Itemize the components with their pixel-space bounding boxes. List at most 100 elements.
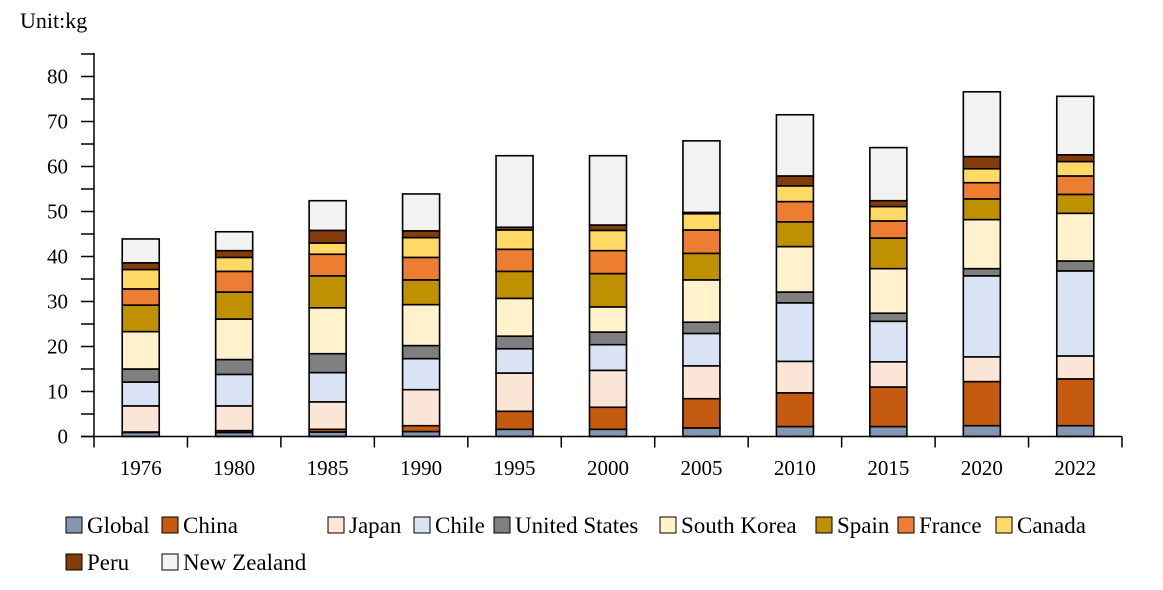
bar-segment-japan [308, 401, 347, 431]
bar-segment-chile [495, 347, 534, 374]
legend-item-japan: Japan [327, 513, 402, 538]
bar-stack-1976 [121, 238, 161, 438]
bar-segment-peru [962, 155, 1002, 170]
x-tick-label: 2010 [774, 456, 816, 480]
bar-segment-japan [1055, 355, 1095, 380]
bar-segment-chile [869, 320, 908, 363]
bar-segment-chile [401, 357, 441, 391]
bar-segment-new-zealand [495, 154, 534, 229]
legend-swatch [897, 516, 915, 534]
bar-segment-china [682, 397, 721, 429]
bar-segment-spain [121, 304, 161, 333]
bar-segment-france [962, 181, 1002, 200]
bar-segment-south-korea [962, 218, 1002, 270]
legend-swatch [65, 516, 83, 534]
bar-segment-global [962, 424, 1002, 438]
legend-item-global: Global [65, 513, 150, 538]
bar-stack-2000 [588, 154, 628, 438]
y-tick-label: 0 [58, 425, 69, 449]
legend-label: Spain [837, 513, 890, 538]
legend-swatch [659, 516, 677, 534]
bar-segment-south-korea [1055, 212, 1095, 262]
bar-segment-new-zealand [401, 193, 441, 232]
y-tick-label: 40 [47, 245, 68, 269]
legend-label: Canada [1017, 513, 1086, 538]
legend-label: United States [515, 513, 638, 538]
bar-segment-global [869, 425, 908, 438]
bar-segment-new-zealand [214, 230, 254, 252]
x-tick-label: 2020 [961, 456, 1003, 480]
bar-segment-spain [401, 279, 441, 306]
bar-segment-peru [401, 230, 441, 239]
x-tick-label: 2022 [1054, 456, 1096, 480]
y-tick-label: 80 [47, 65, 68, 89]
bar-segment-global [495, 428, 534, 438]
legend-item-china: China [161, 513, 238, 538]
bar-segment-peru [308, 229, 347, 244]
legend-label: Peru [87, 550, 130, 575]
bar-segment-spain [214, 291, 254, 320]
bar-stack-1980 [214, 230, 254, 438]
legend-label: Global [87, 513, 150, 538]
x-tick-label: 1990 [400, 456, 442, 480]
bar-segment-canada [308, 242, 347, 256]
bar-segment-japan [495, 372, 534, 413]
bar-segment-south-korea [401, 303, 441, 347]
y-tick-label: 60 [47, 155, 68, 179]
bar-segment-canada [121, 268, 161, 290]
bar-stack-1990 [401, 193, 441, 438]
legend-item-new-zealand: New Zealand [161, 550, 307, 575]
bar-segment-canada [214, 256, 254, 273]
legend-swatch [815, 516, 833, 534]
bar-segment-france [869, 220, 908, 239]
bar-segment-china [962, 380, 1002, 427]
bar-segment-south-korea [588, 306, 628, 333]
bar-segment-japan [962, 356, 1002, 383]
bar-segment-south-korea [495, 297, 534, 337]
legend-item-france: France [897, 513, 982, 538]
unit-label: Unit:kg [20, 8, 87, 33]
bar-segment-south-korea [308, 306, 347, 355]
x-tick-label: 1980 [213, 456, 255, 480]
bar-segment-canada [962, 167, 1002, 184]
bar-segment-spain [962, 198, 1002, 221]
bar-segment-spain [308, 275, 347, 309]
bar-segment-united-states [401, 344, 441, 360]
bar-segment-chile [962, 275, 1002, 358]
bar-segment-france [495, 248, 534, 273]
legend-label: South Korea [681, 513, 797, 538]
bar-segment-canada [401, 236, 441, 259]
legend-swatch [65, 553, 83, 571]
legend-item-south-korea: South Korea [659, 513, 797, 538]
bar-segment-united-states [962, 267, 1002, 277]
bar-segment-china [588, 406, 628, 431]
legend-swatch [161, 553, 179, 571]
bar-segment-united-states [869, 312, 908, 323]
bar-segment-chile [588, 343, 628, 372]
bar-segment-peru [869, 199, 908, 208]
bar-segment-france [682, 229, 721, 255]
bar-segment-chile [1055, 270, 1095, 357]
bar-segment-south-korea [682, 279, 721, 323]
bar-segment-peru [214, 249, 254, 259]
bar-stack-2010 [775, 113, 815, 438]
bar-segment-new-zealand [1055, 95, 1095, 156]
bar-segment-france [401, 256, 441, 281]
legend-label: Chile [435, 513, 485, 538]
bar-segment-france [121, 288, 161, 306]
bar-segment-canada [869, 205, 908, 222]
bar-segment-france [214, 270, 254, 293]
legend-item-peru: Peru [65, 550, 130, 575]
legend-swatch [995, 516, 1013, 534]
legend-item-united-states: United States [493, 513, 638, 538]
bar-segment-new-zealand [962, 91, 1002, 158]
bar-segment-chile [214, 373, 254, 407]
x-tick-label: 1985 [307, 456, 349, 480]
bar-segment-new-zealand [869, 146, 908, 202]
bar-segment-south-korea [869, 267, 908, 314]
y-tick-label: 70 [47, 110, 68, 134]
y-tick-label: 10 [47, 380, 68, 404]
bar-segment-china [495, 410, 534, 431]
bar-segment-canada [588, 229, 628, 252]
